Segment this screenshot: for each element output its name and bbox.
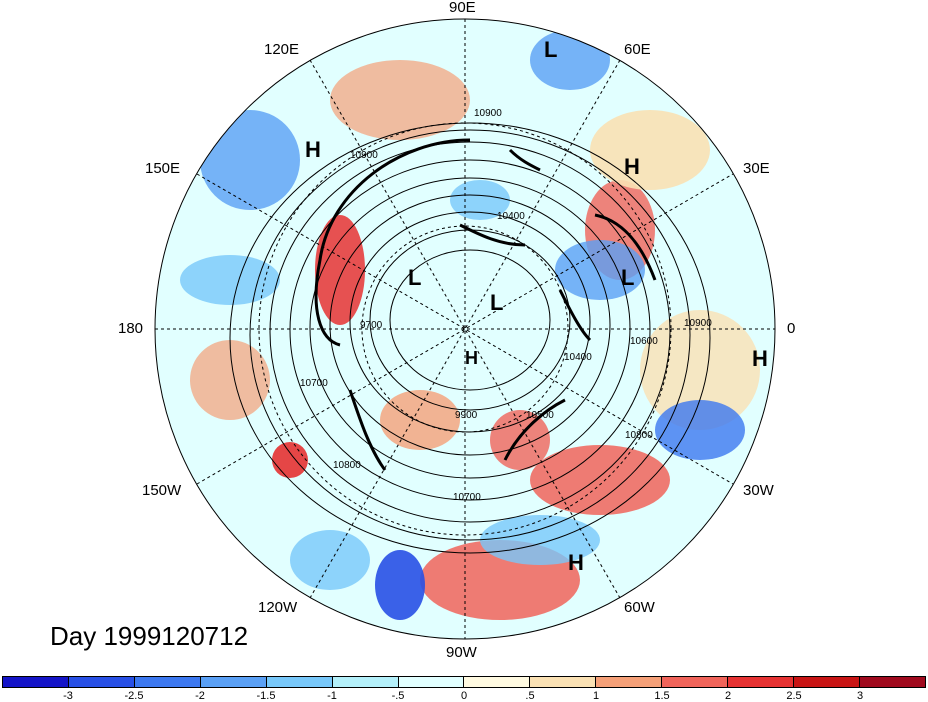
- colorbar-swatch: [794, 677, 860, 687]
- jet-contours: [314, 138, 657, 471]
- colorbar-tick-label: 0: [460, 690, 468, 702]
- lon-label-90e: 90E: [449, 0, 476, 16]
- graticule: [155, 19, 775, 639]
- colorbar-swatch: [332, 677, 399, 687]
- lon-label-0: 0: [787, 320, 796, 337]
- colorbar-swatch: [134, 677, 201, 687]
- high-center-5: H: [465, 348, 478, 368]
- high-center-4: H: [568, 550, 584, 575]
- colorbar-swatch: [464, 677, 531, 687]
- map-boundary: [154, 18, 776, 640]
- low-center-4: L: [621, 265, 635, 290]
- contour-label: 9700: [360, 320, 383, 331]
- colorbar-swatch: [68, 677, 135, 687]
- high-center-1: H: [305, 137, 321, 162]
- timestamp-label: Day 1999120712: [50, 621, 249, 651]
- colorbar-swatch: [596, 677, 663, 687]
- contour-label: 10500: [526, 410, 554, 421]
- colorbar-tick-label: -2: [195, 690, 205, 702]
- colorbar-swatch: [398, 677, 465, 687]
- lon-label-150w: 150W: [142, 482, 182, 499]
- colorbar-swatch: [3, 677, 69, 687]
- contour-label: 9900: [455, 410, 478, 421]
- colorbar-swatch: [530, 677, 597, 687]
- colorbar-tick-label: 2.5: [786, 690, 802, 702]
- colorbar: [2, 676, 926, 688]
- lon-label-30e: 30E: [743, 160, 770, 177]
- contour-label: 10900: [474, 108, 502, 119]
- colorbar-tick-label: 1.5: [654, 690, 670, 702]
- colorbar-tick-label: -1: [327, 690, 337, 702]
- contour-label: 10400: [564, 352, 592, 363]
- colorbar-swatch: [728, 677, 795, 687]
- lon-label-150e: 150E: [145, 160, 181, 177]
- colorbar-tick-label: -1.5: [256, 690, 276, 702]
- high-center-2: H: [624, 154, 640, 179]
- height-contours: [229, 122, 711, 554]
- colorbar-swatch: [859, 677, 925, 687]
- lon-label-120w: 120W: [258, 599, 298, 616]
- colorbar-tick-label: -2.5: [124, 690, 144, 702]
- colorbar-tick-label: -.5: [391, 690, 405, 702]
- colorbar-tick-label: 3: [856, 690, 864, 702]
- colorbar-tick-label: .5: [525, 690, 535, 702]
- contour-label: 10400: [497, 211, 525, 222]
- low-center-3: L: [490, 290, 504, 315]
- lon-label-30w: 30W: [743, 482, 774, 499]
- contour-label: 10800: [625, 430, 653, 441]
- lon-label-60w: 60W: [624, 599, 655, 616]
- lon-label-120e: 120E: [264, 41, 300, 58]
- lon-label-60e: 60E: [624, 41, 651, 58]
- colorbar-swatch: [200, 677, 267, 687]
- contour-label: 10700: [453, 492, 481, 503]
- colorbar-swatch: [266, 677, 333, 687]
- lon-label-90w: 90W: [446, 644, 477, 661]
- high-center-3: H: [752, 346, 768, 371]
- low-center-1: L: [544, 37, 558, 62]
- contour-label: 10700: [300, 378, 328, 389]
- contour-label: 10800: [333, 460, 361, 471]
- contour-label: 10600: [630, 336, 658, 347]
- lon-label-180: 180: [118, 320, 144, 337]
- contour-label: 10900: [684, 318, 712, 329]
- contour-label: 10900: [350, 150, 378, 161]
- colorbar-tick-label: 1: [592, 690, 600, 702]
- colorbar-tick-label: -3: [63, 690, 73, 702]
- colorbar-tick-label: 2: [724, 690, 732, 702]
- low-center-2: L: [408, 265, 422, 290]
- colorbar-swatch: [662, 677, 729, 687]
